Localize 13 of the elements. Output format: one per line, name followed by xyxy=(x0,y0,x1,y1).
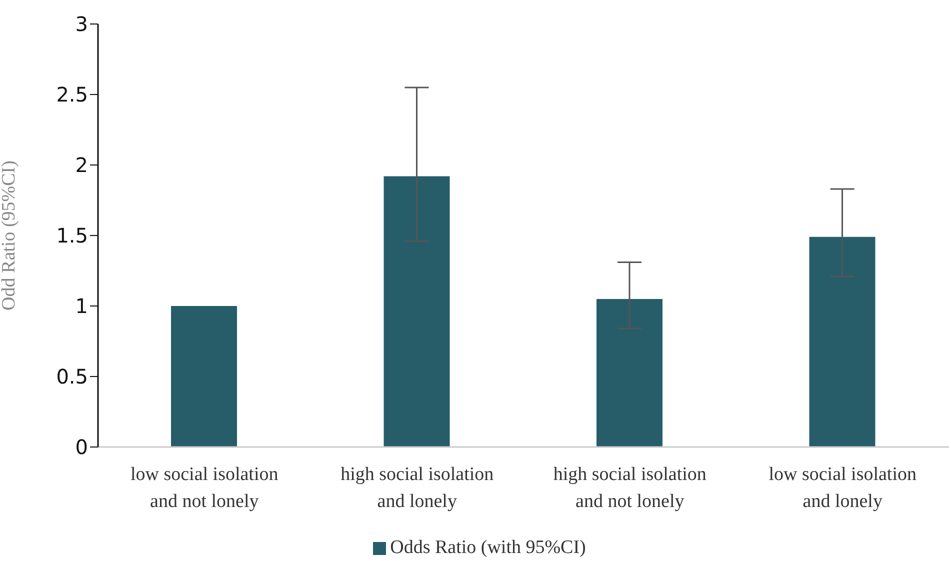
y-tick-label: 1.5 xyxy=(56,224,88,248)
y-tick-label: 2.5 xyxy=(56,82,88,107)
y-tick-label: 1 xyxy=(75,294,88,318)
y-axis-title: Odd Ratio (95%CI) xyxy=(0,160,20,310)
legend-label: Odds Ratio (with 95%CI) xyxy=(390,537,586,558)
x-tick-label: high social isolation and lonely xyxy=(340,464,494,512)
y-tick-label: 0 xyxy=(75,435,88,460)
x-tick-label: low social isolation and lonely xyxy=(768,464,917,512)
y-tick-label: 0.5 xyxy=(56,364,88,389)
x-tick-label: low social isolation and not lonely xyxy=(130,464,279,512)
y-tick-label: 3 xyxy=(75,12,88,36)
x-tick-label: high social isolation and not lonely xyxy=(553,464,707,512)
y-tick-label: 2 xyxy=(75,153,88,178)
